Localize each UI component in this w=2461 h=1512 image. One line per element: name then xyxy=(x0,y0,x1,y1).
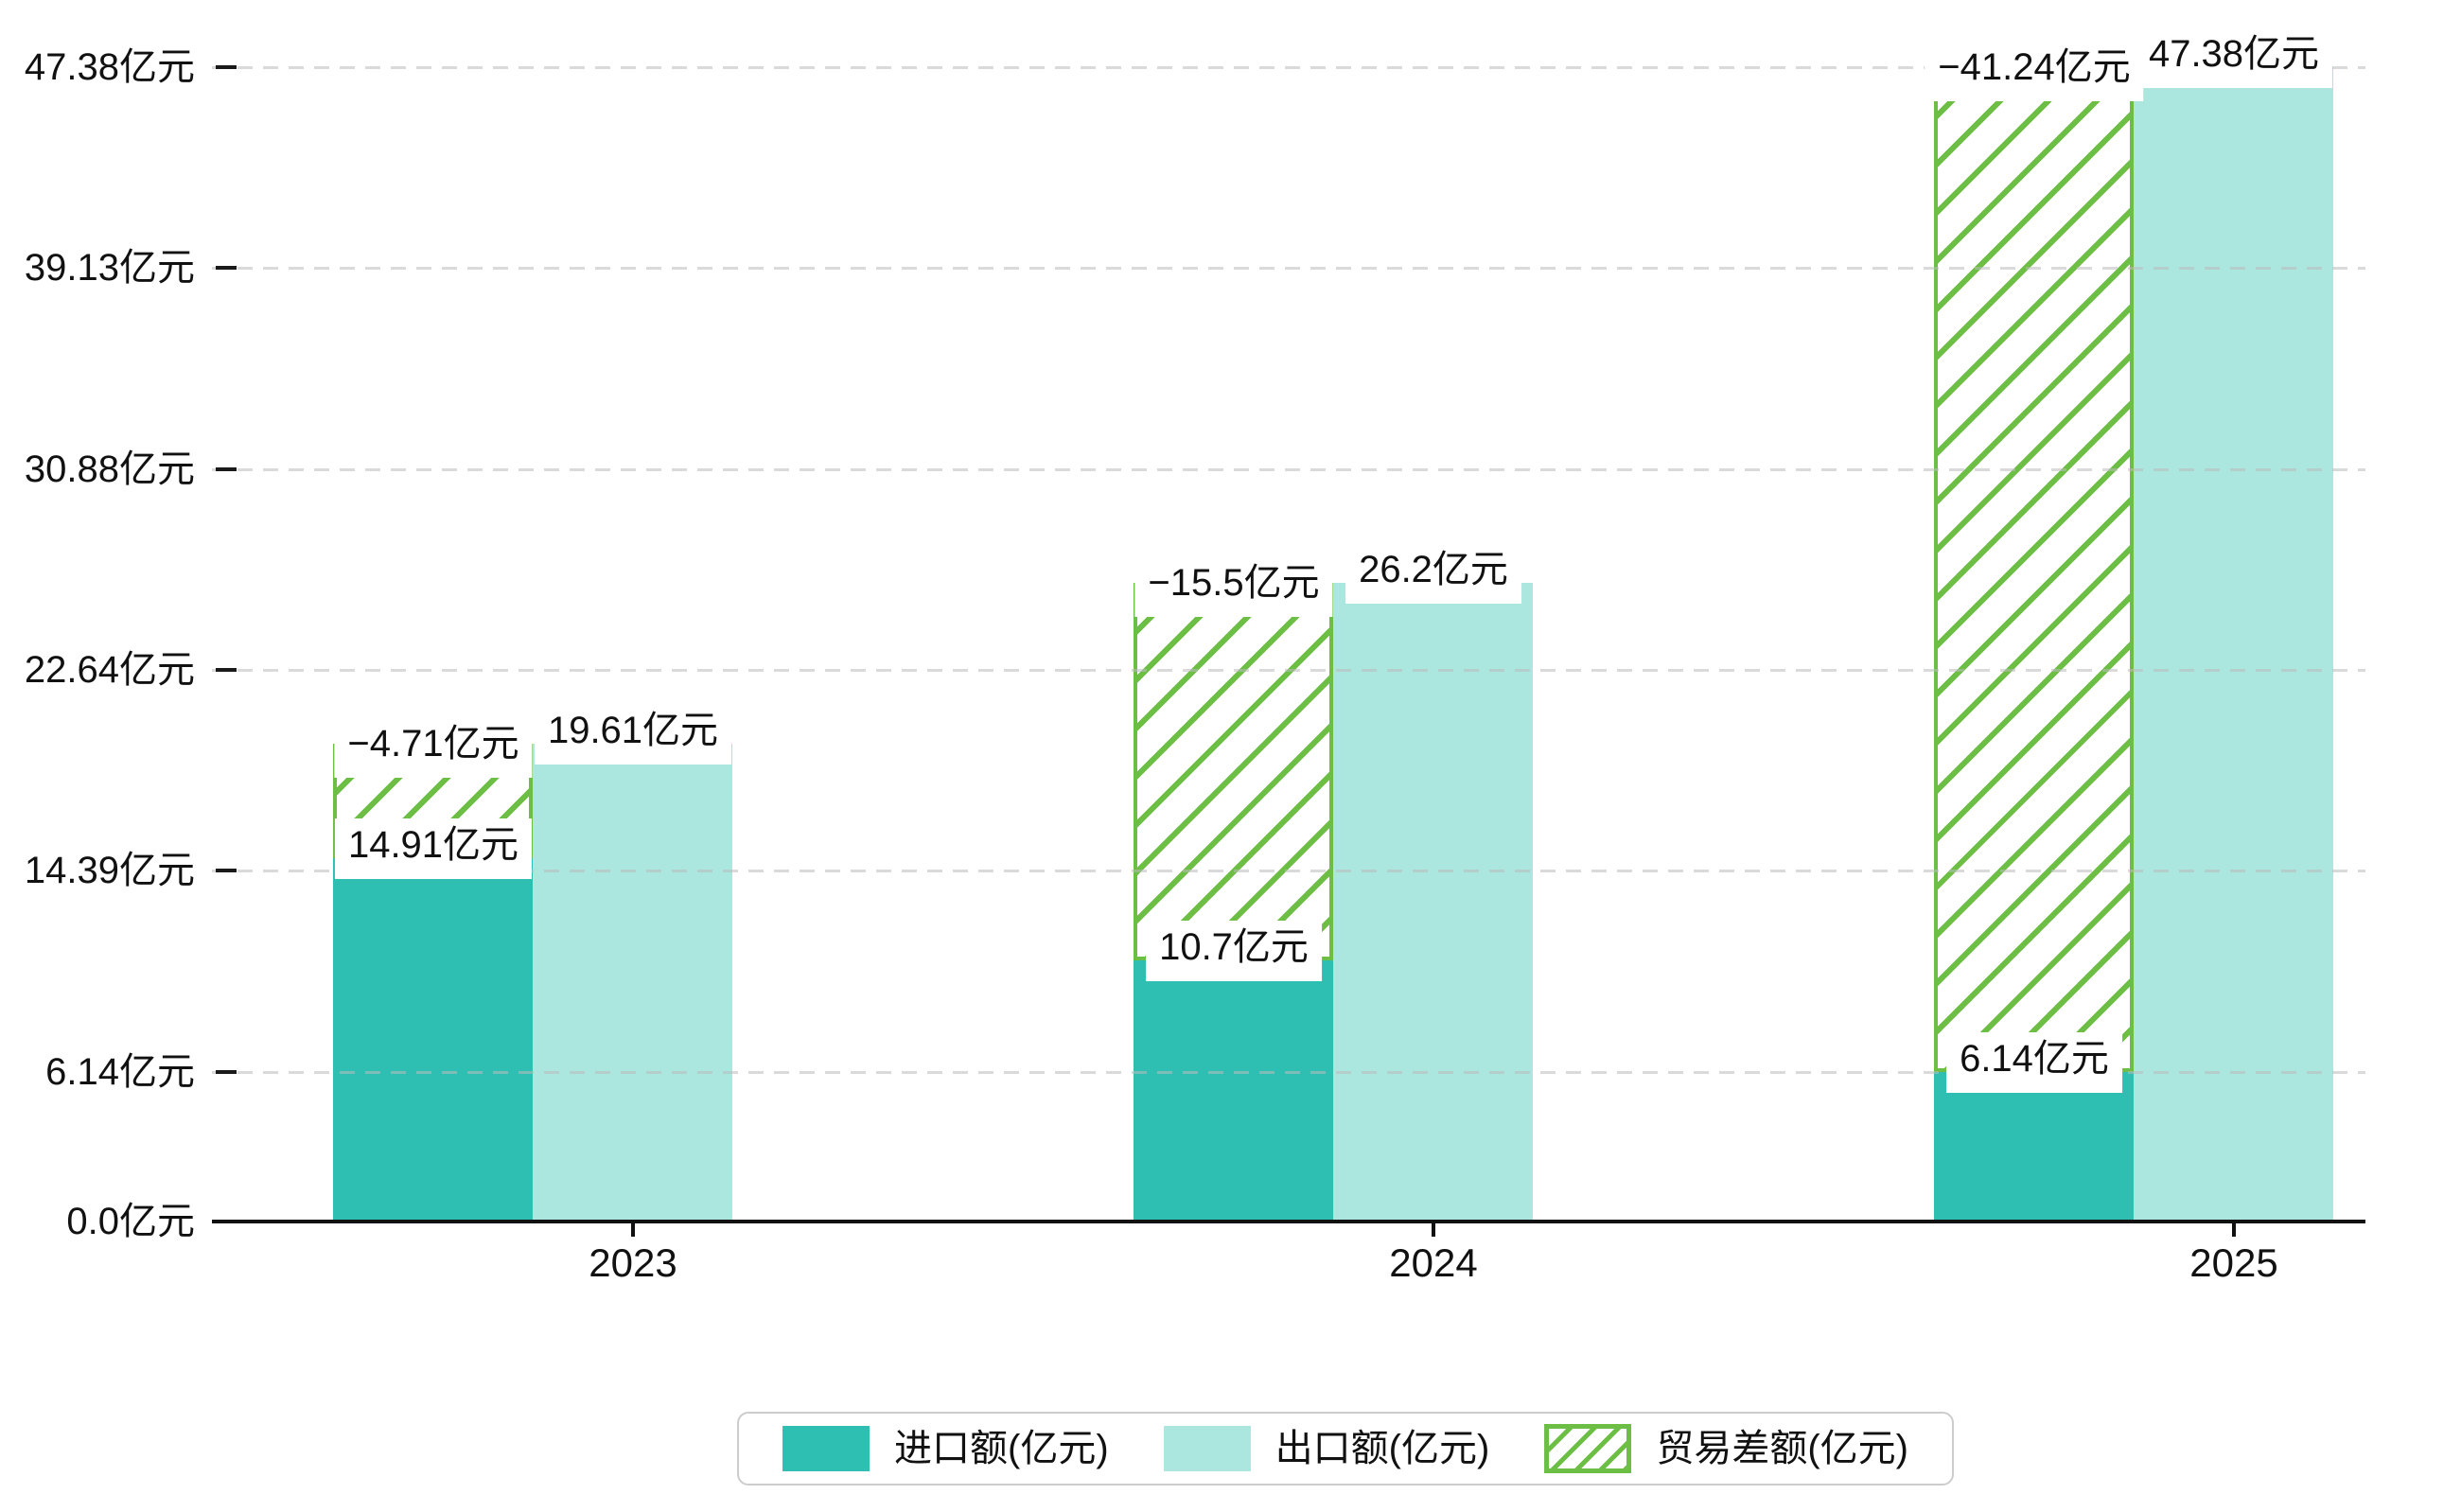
legend-item-export: 出口额(亿元) xyxy=(1163,1426,1490,1471)
value-label-balance-2023: −4.71亿元 xyxy=(334,717,533,778)
gridline xyxy=(212,669,2365,672)
legend: 进口额(亿元) 出口额(亿元) 贸易差额(亿元) xyxy=(737,1412,1954,1486)
bar-import-2023 xyxy=(333,858,533,1222)
value-label-balance-2024: −15.5亿元 xyxy=(1134,556,1333,617)
y-axis-tick xyxy=(216,668,237,672)
gridline xyxy=(212,267,2365,270)
y-axis-tick xyxy=(216,1070,237,1074)
y-axis-tick-label: 0.0亿元 xyxy=(66,1201,195,1242)
gridline xyxy=(212,468,2365,471)
y-axis-tick xyxy=(216,467,237,471)
y-axis-tick-label: 30.88亿元 xyxy=(24,448,195,490)
x-axis-tick xyxy=(2232,1222,2236,1237)
bar-import-2024 xyxy=(1134,960,1333,1222)
gridline xyxy=(212,870,2365,872)
value-label-import-2023: 14.91亿元 xyxy=(334,818,533,879)
x-axis-label: 2023 xyxy=(589,1240,677,1285)
gridline xyxy=(212,1071,2365,1074)
x-axis-label: 2025 xyxy=(2189,1240,2278,1285)
value-label-import-2025: 6.14亿元 xyxy=(1946,1032,2122,1093)
legend-item-balance: 贸易差额(亿元) xyxy=(1544,1424,1908,1473)
bar-trade-balance-2024 xyxy=(1134,583,1333,960)
x-axis-line xyxy=(212,1220,2365,1223)
value-label-export-2024: 26.2亿元 xyxy=(1345,543,1521,604)
bar-export-2023 xyxy=(533,744,732,1222)
x-axis-tick xyxy=(1432,1222,1435,1237)
legend-label-trade-balance: 贸易差额(亿元) xyxy=(1656,1428,1908,1469)
value-label-export-2023: 19.61亿元 xyxy=(534,704,732,765)
y-axis-tick-label: 6.14亿元 xyxy=(45,1051,195,1093)
y-axis-tick xyxy=(216,266,237,270)
y-axis-tick-label: 39.13亿元 xyxy=(24,247,195,289)
y-axis-tick-label: 47.38亿元 xyxy=(24,46,195,88)
x-axis-label: 2024 xyxy=(1389,1240,1478,1285)
y-axis-tick xyxy=(216,869,237,872)
gridline xyxy=(212,66,2365,69)
value-label-balance-2025: −41.24亿元 xyxy=(1925,41,2144,101)
value-label-import-2024: 10.7亿元 xyxy=(1146,921,1322,981)
value-label-export-2025: 47.38亿元 xyxy=(2135,27,2333,88)
bar-trade-balance-2025 xyxy=(1934,67,2134,1072)
y-axis-tick-label: 14.39亿元 xyxy=(24,850,195,891)
y-axis-tick-label: 22.64亿元 xyxy=(24,649,195,691)
bar-import-2025 xyxy=(1934,1072,2134,1222)
bar-export-2024 xyxy=(1333,583,1533,1222)
y-axis-tick xyxy=(216,65,237,69)
x-axis-tick xyxy=(631,1222,635,1237)
legend-swatch-export xyxy=(1163,1426,1251,1471)
legend-label-import: 进口额(亿元) xyxy=(894,1428,1109,1469)
legend-label-export: 出口额(亿元) xyxy=(1274,1428,1490,1469)
bar-export-2025 xyxy=(2134,67,2333,1222)
legend-item-import: 进口额(亿元) xyxy=(782,1426,1109,1471)
legend-swatch-trade-balance xyxy=(1544,1424,1632,1473)
legend-swatch-import xyxy=(782,1426,870,1471)
